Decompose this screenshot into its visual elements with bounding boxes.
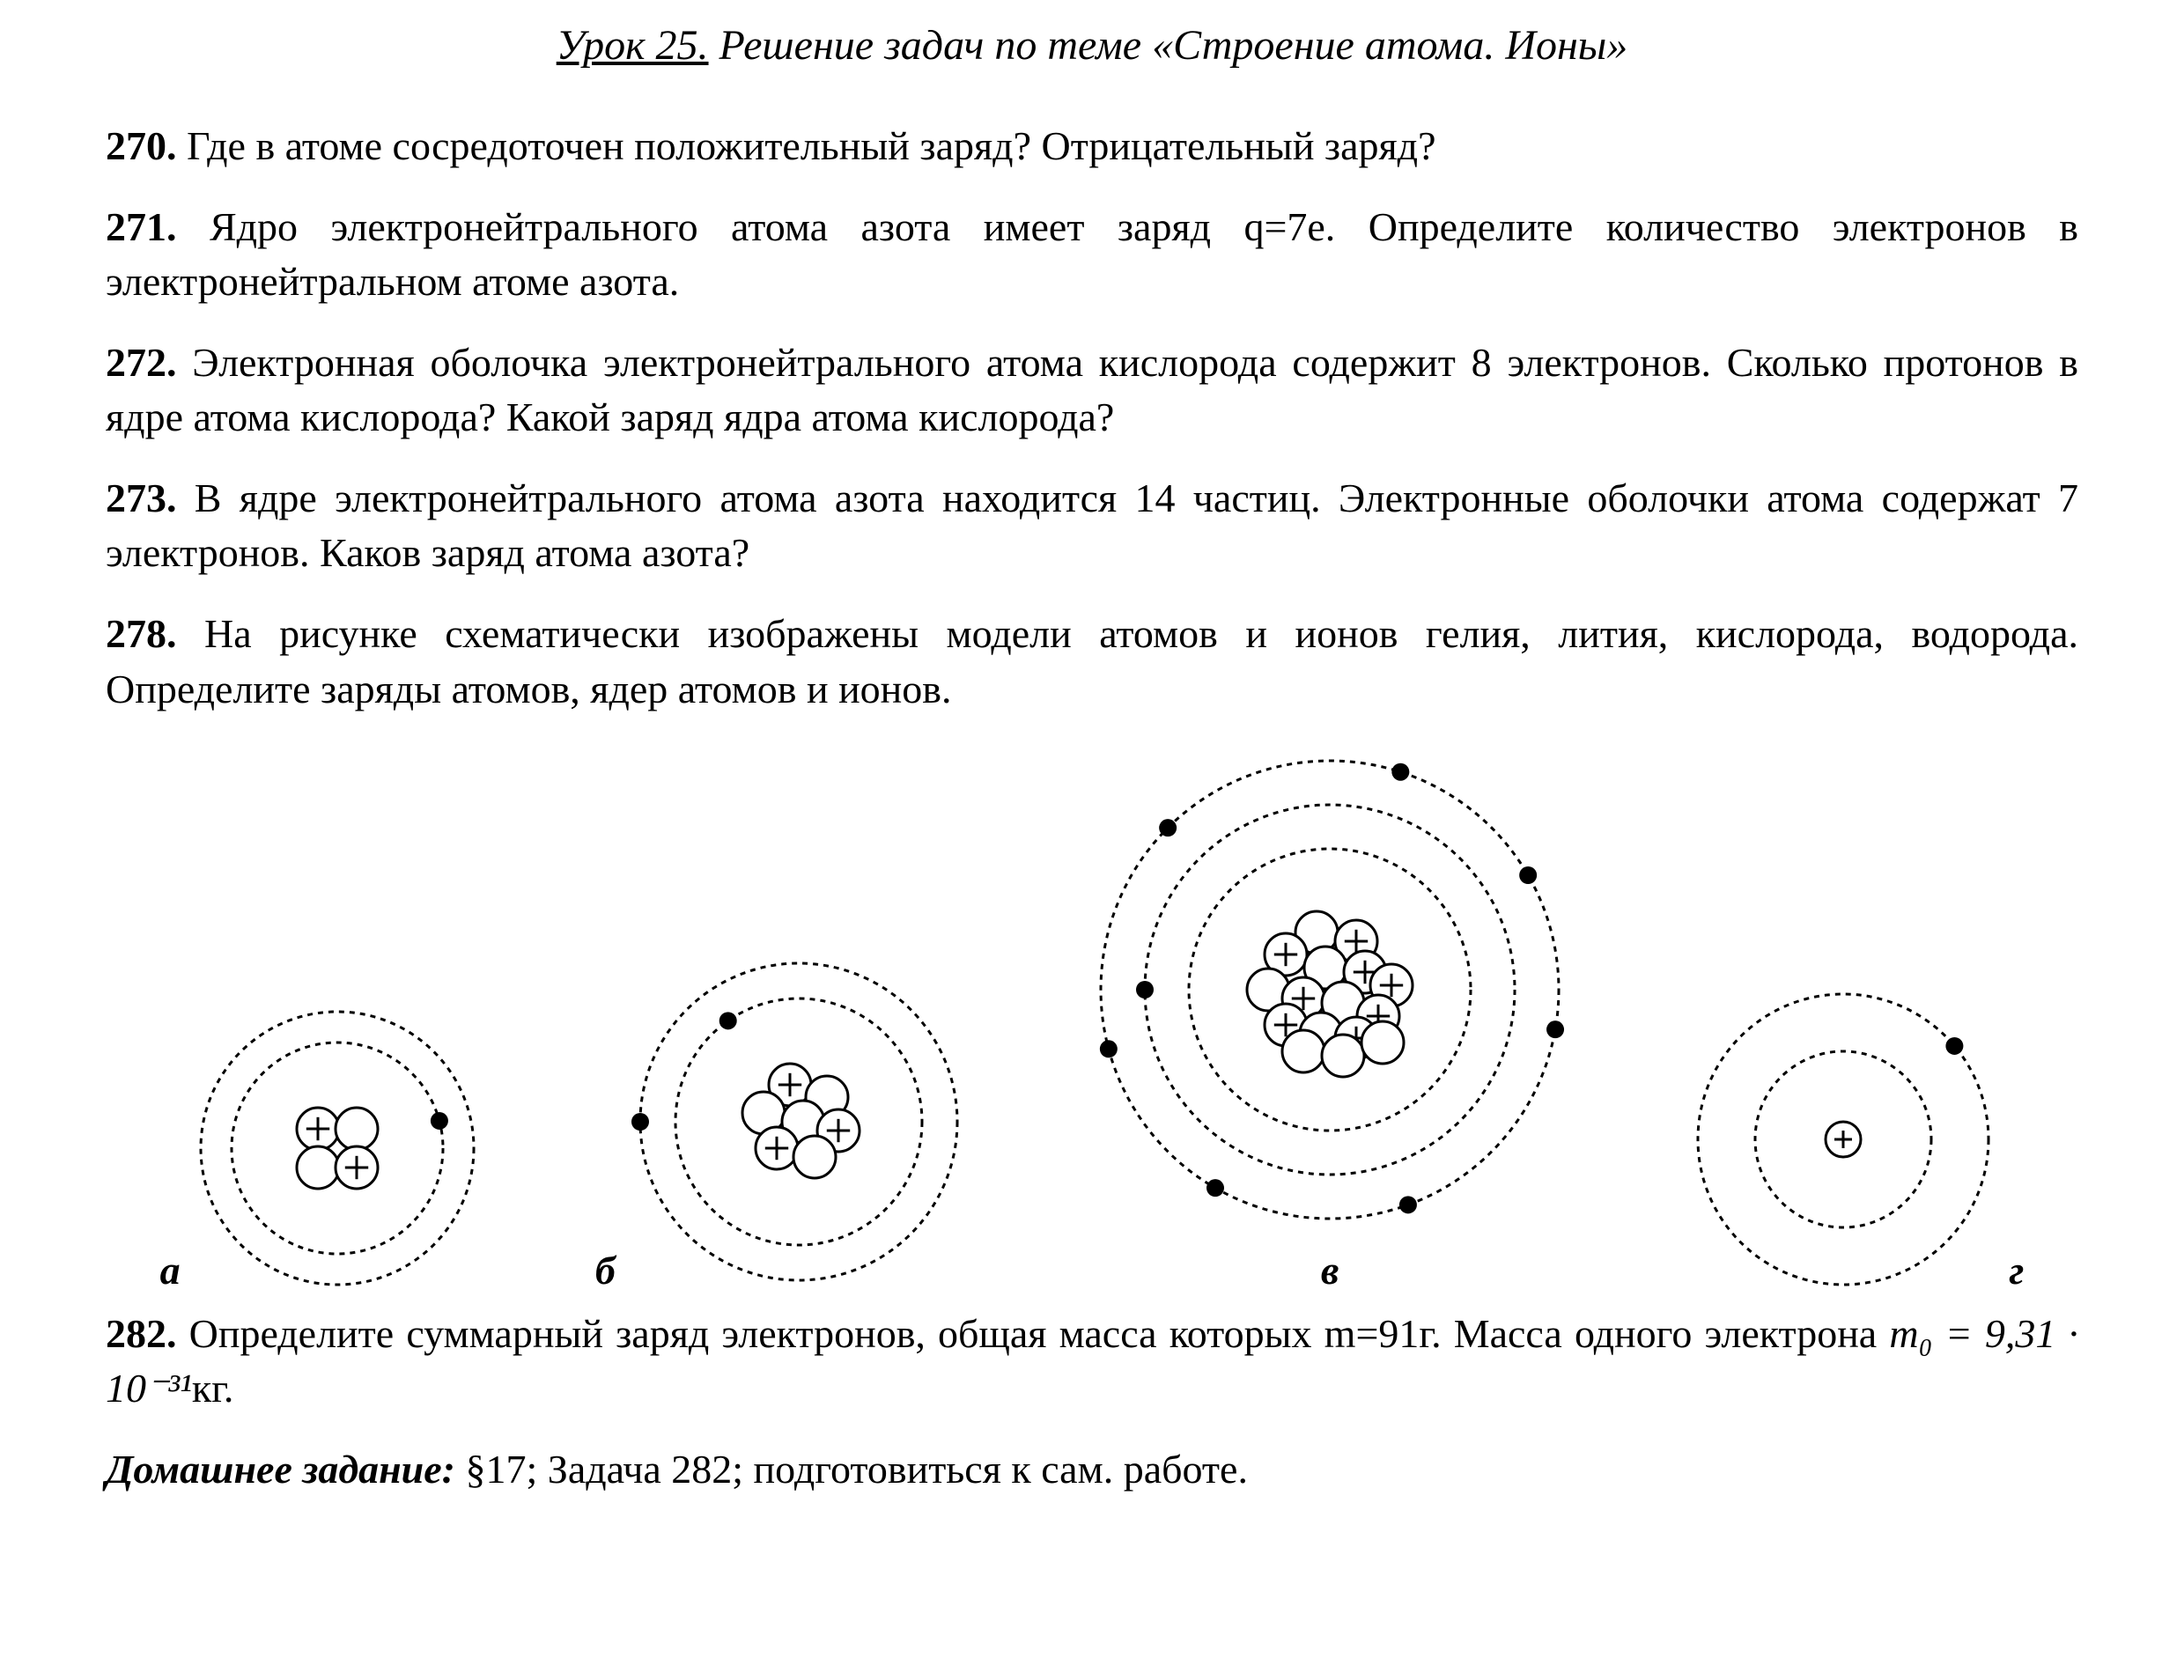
title-underlined: Урок 25. xyxy=(557,22,709,69)
diagram-b-cell: б xyxy=(595,946,975,1298)
problem-text: В ядре электронейтрального атома азота н… xyxy=(106,475,2078,575)
diagram-a-cell: а xyxy=(160,998,487,1298)
lesson-title: Урок 25. Решение задач по теме «Строение… xyxy=(106,18,2078,75)
problem-text: Где в атоме сосредоточен положительный з… xyxy=(177,123,1436,168)
diagram-g-cell: г xyxy=(1685,981,2024,1298)
diagram-label-a: а xyxy=(160,1243,181,1298)
homework-label: Домашнее задание: xyxy=(106,1447,455,1492)
problem-272: 272. Электронная оболочка электронейтрал… xyxy=(106,335,2078,445)
diagram-label-v: в xyxy=(1321,1243,1339,1298)
problem-text: Электронная оболочка электронейтрального… xyxy=(106,340,2078,439)
diagram-label-g: г xyxy=(2009,1243,2024,1298)
problem-text-b: кг. xyxy=(192,1366,234,1411)
atom-diagram-a xyxy=(188,998,487,1298)
diagram-label-b: б xyxy=(595,1243,616,1298)
problem-number: 272. xyxy=(106,340,177,385)
problem-273: 273. В ядре электронейтрального атома аз… xyxy=(106,471,2078,580)
problem-number: 273. xyxy=(106,475,177,520)
problem-text: Ядро электронейтрального атома азота име… xyxy=(106,204,2078,304)
problem-number: 271. xyxy=(106,204,177,249)
problem-text-a: Определите суммарный заряд электронов, о… xyxy=(177,1311,1890,1356)
atom-diagram-g xyxy=(1685,981,2002,1298)
title-rest: Решение задач по теме «Строение атома. И… xyxy=(709,22,1628,69)
problem-text: На рисунке схематически изображены модел… xyxy=(106,611,2078,711)
atom-diagram-v xyxy=(1083,743,1576,1236)
problem-270: 270. Где в атоме сосредоточен положитель… xyxy=(106,119,2078,173)
problem-282: 282. Определите суммарный заряд электрон… xyxy=(106,1307,2078,1416)
diagram-v-cell: в xyxy=(1083,743,1576,1298)
problem-number: 270. xyxy=(106,123,177,168)
problem-number: 282. xyxy=(106,1311,177,1356)
problem-271: 271. Ядро электронейтрального атома азот… xyxy=(106,200,2078,309)
problem-278: 278. На рисунке схематически изображены … xyxy=(106,607,2078,716)
problem-number: 278. xyxy=(106,611,177,656)
atom-diagram-b xyxy=(623,946,975,1298)
homework: Домашнее задание: §17; Задача 282; подго… xyxy=(106,1442,2078,1497)
homework-text: §17; Задача 282; подготовиться к сам. ра… xyxy=(455,1447,1248,1492)
atom-diagrams-row: а б в г xyxy=(106,743,2078,1298)
